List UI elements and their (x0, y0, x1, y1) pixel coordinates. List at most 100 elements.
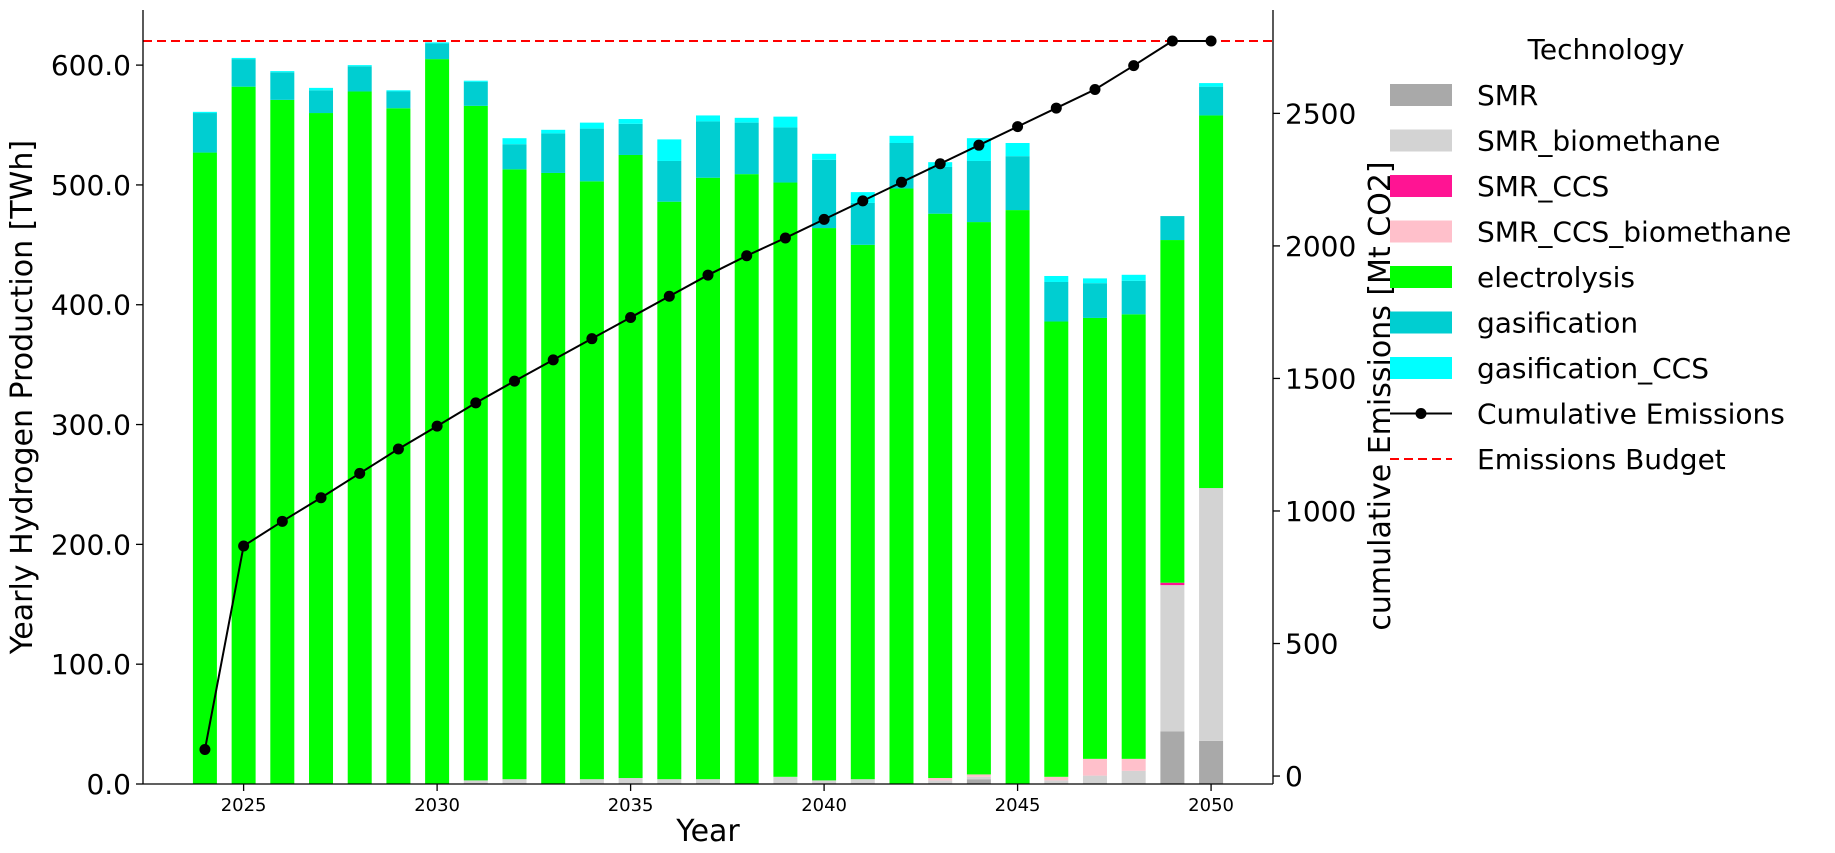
bar-SMR_CCS_biomethane-2047 (1082, 758, 1107, 776)
bar-gasification-2049 (1160, 216, 1185, 241)
y2-tick-label: 1000 (1285, 495, 1356, 528)
emission-point-2028 (354, 467, 366, 479)
emission-point-2036 (663, 290, 675, 302)
bar-electrolysis-2046 (1044, 321, 1069, 777)
x-tick-label: 2045 (995, 795, 1041, 816)
y-tick-label: 0.0 (86, 768, 131, 801)
emission-point-2039 (779, 232, 791, 244)
emission-point-2046 (1050, 102, 1062, 114)
bar-SMR-2050 (1199, 740, 1224, 784)
bar-gasification-2034 (579, 128, 604, 182)
bar-SMR_biomethane-2049 (1160, 585, 1185, 732)
emission-point-2041 (857, 195, 869, 207)
bar-SMR_CCS-2049 (1160, 582, 1185, 586)
y2-tick-label: 2500 (1285, 97, 1356, 130)
bar-electrolysis-2026 (270, 99, 295, 785)
emission-point-2049 (1166, 35, 1178, 47)
legend-swatch-SMR (1390, 84, 1452, 106)
legend-swatch-SMR_biomethane (1390, 129, 1452, 152)
emission-point-2031 (470, 397, 482, 409)
emission-point-2029 (392, 443, 404, 455)
bar-SMR-2049 (1160, 731, 1185, 784)
bar-gasification_CCS-2030 (425, 42, 450, 44)
legend-label: electrolysis (1477, 261, 1635, 294)
bar-gasification_CCS-2046 (1044, 275, 1069, 282)
legend-label: SMR_biomethane (1477, 125, 1720, 158)
bar-SMR_CCS_biomethane-2046 (1044, 776, 1069, 781)
legend-label: gasification_CCS (1477, 352, 1709, 385)
y-tick-label: 500.0 (51, 169, 131, 202)
bar-SMR_biomethane-2047 (1082, 775, 1107, 784)
bar-gasification_CCS-2029 (386, 90, 411, 92)
emission-point-2042 (895, 176, 907, 188)
bar-electrolysis-2050 (1199, 115, 1224, 489)
emission-point-2043 (934, 158, 946, 170)
bar-electrolysis-2028 (347, 91, 372, 784)
emission-point-2050 (1205, 35, 1217, 47)
bar-gasification-2030 (425, 43, 450, 60)
bar-gasification_CCS-2037 (696, 115, 720, 122)
bar-electrolysis-2042 (889, 188, 914, 785)
emission-point-2045 (1012, 121, 1024, 133)
y-tick-label: 400.0 (51, 289, 131, 322)
bar-gasification-2048 (1121, 280, 1146, 315)
bar-gasification_CCS-2024 (192, 111, 217, 114)
bar-gasification-2037 (696, 121, 720, 178)
legend-swatch-SMR_CCS_biomethane (1390, 220, 1452, 243)
y2-tick-label: 0 (1285, 760, 1303, 793)
bar-electrolysis-2032 (502, 169, 527, 780)
legend-label: gasification (1477, 307, 1638, 340)
bar-gasification_CCS-2048 (1121, 274, 1146, 281)
bar-SMR-2044 (966, 779, 991, 784)
bar-SMR_biomethane-2032 (502, 779, 527, 784)
bar-electrolysis-2036 (657, 201, 682, 780)
bar-gasification_CCS-2040 (812, 153, 837, 160)
emission-point-2037 (702, 269, 714, 281)
emission-point-2047 (1089, 84, 1101, 96)
bar-gasification-2029 (386, 91, 411, 109)
legend-swatch-gasification (1390, 311, 1452, 334)
bar-electrolysis-2034 (579, 181, 604, 780)
bar-SMR_biomethane-2046 (1044, 780, 1069, 784)
bar-gasification-2047 (1082, 283, 1107, 318)
bar-electrolysis-2038 (734, 174, 759, 784)
bar-gasification-2050 (1199, 86, 1224, 116)
bar-electrolysis-2035 (618, 154, 643, 779)
x-tick-label: 2035 (608, 795, 654, 816)
bar-gasification_CCS-2031 (463, 80, 488, 82)
bar-gasification-2039 (773, 127, 798, 183)
bar-gasification_CCS-2034 (579, 122, 604, 129)
bar-electrolysis-2027 (309, 113, 334, 785)
x-tick-label: 2025 (221, 795, 267, 816)
axes: 0.0 100.0 200.0 300.0 400.0 500.0 600.0 0 500 100… (5, 10, 1398, 849)
legend-label: SMR_CCS_biomethane (1477, 216, 1791, 249)
legend-label: SMR (1477, 79, 1538, 112)
bar-gasification_CCS-2038 (734, 117, 759, 123)
bar-gasification-2031 (463, 81, 488, 106)
legend-title: Technology (1527, 33, 1685, 66)
stacked-bars (192, 42, 1224, 785)
y-tick-label: 600.0 (51, 49, 131, 82)
emission-point-2040 (818, 213, 830, 225)
legend-label: Emissions Budget (1477, 443, 1726, 476)
legend-swatch-gasification_CCS (1390, 357, 1452, 379)
emission-point-2033 (547, 354, 559, 366)
bar-gasification_CCS-2045 (1005, 142, 1030, 157)
bar-electrolysis-2039 (773, 182, 798, 777)
bar-electrolysis-2043 (928, 213, 953, 779)
bar-SMR_biomethane-2044 (966, 776, 991, 780)
bar-electrolysis-2040 (812, 228, 837, 781)
bar-electrolysis-2024 (192, 152, 217, 784)
x-tick-label: 2050 (1188, 795, 1234, 816)
emission-point-2035 (625, 311, 637, 323)
bar-electrolysis-2025 (231, 86, 256, 785)
x-tick-label: 2030 (414, 795, 460, 816)
bar-gasification_CCS-2028 (347, 65, 372, 67)
bar-gasification-2046 (1044, 281, 1069, 322)
emission-point-2044 (973, 139, 985, 151)
x-axis-label: Year (675, 814, 740, 849)
y-tick-label: 200.0 (51, 528, 131, 561)
emission-point-2026 (276, 515, 288, 527)
bar-SMR_biomethane-2036 (657, 779, 682, 784)
bar-SMR_biomethane-2031 (463, 780, 488, 784)
